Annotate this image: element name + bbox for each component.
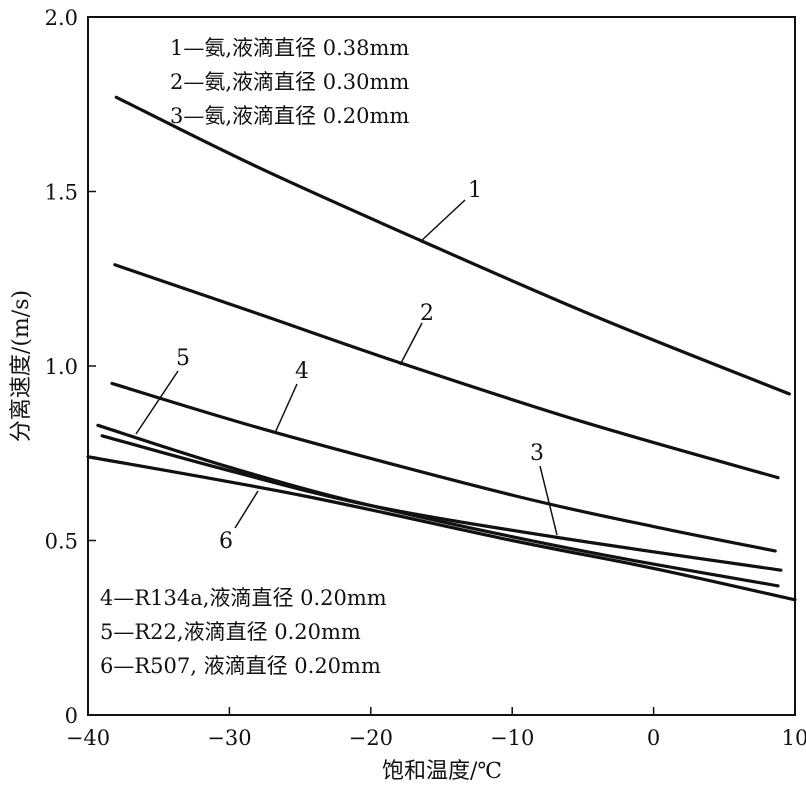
y-tick-label: 1.0 <box>45 355 78 379</box>
leader-line-4 <box>274 383 298 434</box>
legend-bottom-5: 5—R22,液滴直径 0.20mm <box>100 620 361 644</box>
curve-label-6: 6 <box>219 529 233 554</box>
curve-1 <box>114 95 791 396</box>
leader-line-6 <box>234 490 259 529</box>
x-tick-label: 0 <box>647 726 660 750</box>
curve-label-1: 1 <box>468 178 482 203</box>
curve-5 <box>96 423 780 588</box>
y-tick-label: 0 <box>65 704 78 728</box>
curve-label-2: 2 <box>420 301 434 326</box>
curve-label-5: 5 <box>176 346 190 371</box>
curve-2 <box>113 263 780 480</box>
curves <box>86 95 797 602</box>
curve-3 <box>100 434 783 572</box>
axes: −40 −30 −20 −10 0 10 0 0.5 1.0 1.5 2.0 <box>45 6 806 750</box>
x-tick-label: −40 <box>66 726 110 750</box>
legend-top-2: 2—氨,液滴直径 0.30mm <box>170 70 409 94</box>
curve-label-4: 4 <box>295 359 309 384</box>
y-tick-label: 2.0 <box>45 6 78 30</box>
x-axis-title: 饱和温度/℃ <box>382 759 502 784</box>
legend-bottom-6: 6—R507, 液滴直径 0.20mm <box>100 654 381 678</box>
x-tick-label: −10 <box>490 726 534 750</box>
x-tick-label: −20 <box>349 726 393 750</box>
y-tick-label: 1.5 <box>45 181 78 205</box>
curve-labels: 1 2 3 4 5 6 <box>135 178 558 554</box>
legend-top-1: 1—氨,液滴直径 0.38mm <box>170 36 409 60</box>
leader-line-3 <box>539 465 558 536</box>
curve-6 <box>86 455 797 602</box>
curve-label-3: 3 <box>530 441 544 466</box>
curve-4 <box>110 381 777 553</box>
y-axis-title: 分离速度/(m/s) <box>9 290 34 442</box>
x-tick-label: 10 <box>782 726 806 750</box>
y-tick-label: 0.5 <box>45 530 78 554</box>
leader-line-1 <box>419 199 466 243</box>
legend-top-3: 3—氨,液滴直径 0.20mm <box>170 104 409 128</box>
x-tick-label: −30 <box>207 726 251 750</box>
leader-line-5 <box>135 370 179 435</box>
leader-line-2 <box>399 322 423 366</box>
legend-bottom-4: 4—R134a,液滴直径 0.20mm <box>100 586 387 610</box>
